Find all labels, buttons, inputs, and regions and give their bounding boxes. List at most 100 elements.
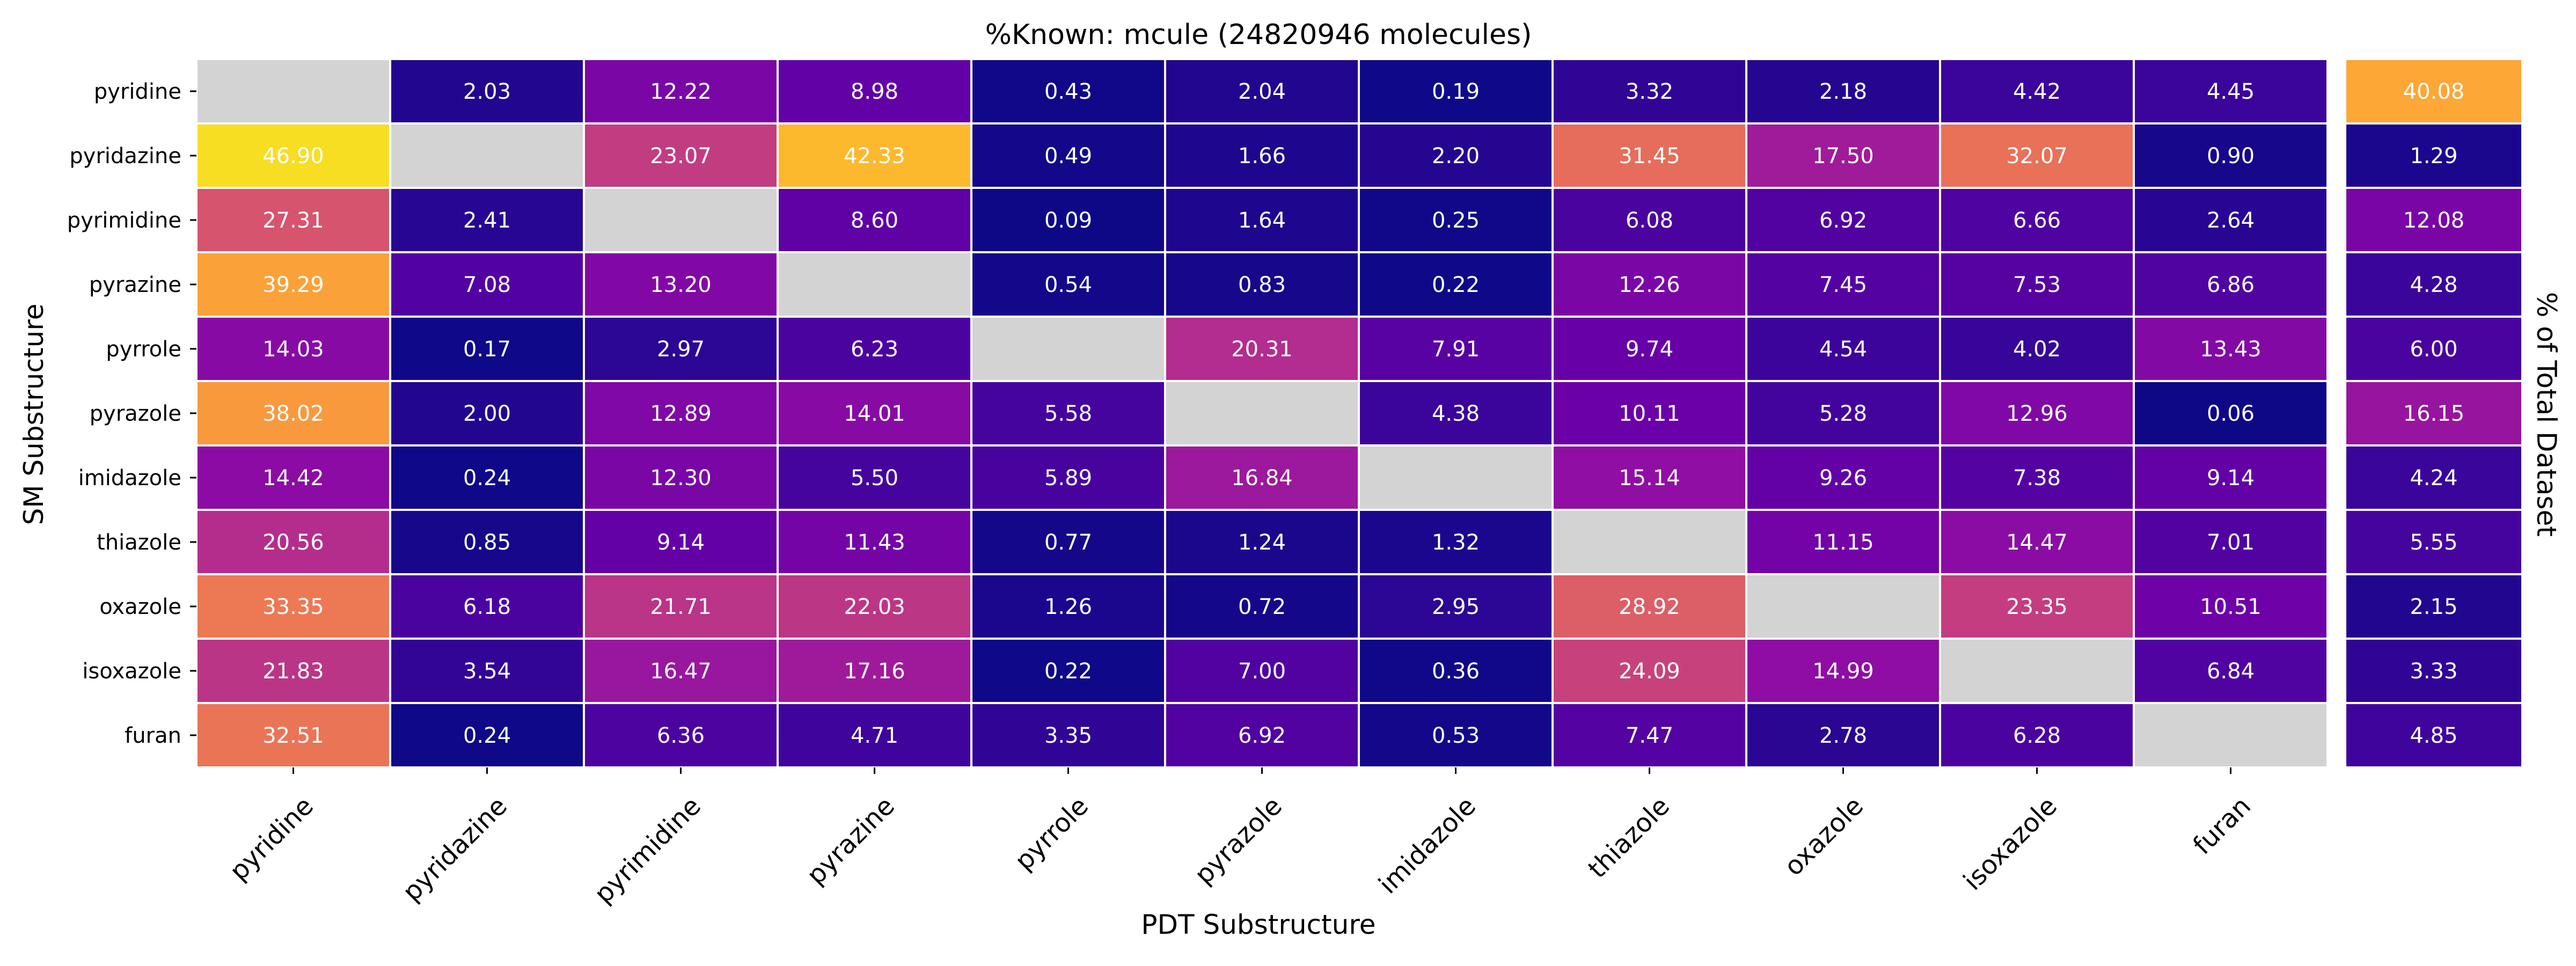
heatmap-cell	[777, 573, 972, 640]
heatmap-cell	[1358, 380, 1554, 447]
cell-value-label: 31.45	[1619, 144, 1680, 169]
cell-value-label: 32.07	[2006, 144, 2068, 169]
heatmap-cell-missing	[2133, 702, 2329, 769]
heatmap-cell	[195, 187, 391, 253]
cell-value-label: 12.96	[2006, 401, 2068, 426]
cell-value-label: 12.89	[650, 401, 712, 426]
cell-value-label: 7.91	[1432, 337, 1480, 362]
total-dataset-cell	[2344, 316, 2523, 382]
heatmap-cell	[1939, 444, 2135, 511]
heatmap-cell	[389, 316, 585, 382]
cell-value-label: 21.83	[262, 659, 324, 684]
heatmap-cell	[970, 509, 1166, 575]
heatmap-cell	[1358, 122, 1554, 189]
y-tick-label: pyrrole	[106, 337, 181, 362]
total-dataset-cell	[2344, 380, 2523, 447]
cell-value-label: 14.03	[262, 337, 324, 362]
x-tick-label: pyrazole	[1189, 791, 1288, 890]
x-tick-label: thiazole	[1582, 791, 1675, 884]
x-tick-label: furan	[2187, 791, 2257, 860]
cell-value-label: 0.36	[1432, 659, 1480, 684]
heatmap-cell	[1552, 573, 1747, 640]
cell-value-label: 2.95	[1432, 595, 1480, 619]
x-tick-label: oxazole	[1779, 791, 1869, 882]
cell-value-label: 9.14	[2207, 466, 2255, 491]
cell-value-label: 0.25	[1432, 208, 1480, 233]
heatmap-cell	[2133, 122, 2329, 189]
heatmap-cell	[583, 316, 779, 382]
heatmap-cell	[1552, 122, 1747, 189]
heatmap-cell	[970, 638, 1166, 704]
y-tick-label: imidazole	[78, 466, 181, 491]
heatmap-cell	[970, 573, 1166, 640]
cell-value-label: 6.86	[2207, 273, 2255, 297]
heatmap-cell-missing	[1745, 573, 1941, 640]
heatmap-cell	[2133, 444, 2329, 511]
cell-value-label: 8.98	[851, 79, 898, 104]
cell-value-label: 9.14	[657, 530, 705, 555]
heatmap-cell-missing	[777, 251, 972, 318]
cell-value-label: 12.22	[650, 79, 712, 104]
heatmap-cell	[777, 380, 972, 447]
heatmap-cell	[1358, 702, 1554, 769]
cell-value-label: 0.90	[2207, 144, 2255, 169]
total-value-label: 16.15	[2403, 401, 2465, 426]
cell-value-label: 0.22	[1432, 273, 1480, 297]
cell-value-label: 6.92	[1238, 723, 1286, 748]
heatmap-cell	[583, 702, 779, 769]
total-dataset-cell	[2344, 509, 2523, 575]
heatmap-cell	[1745, 509, 1941, 575]
heatmap-cell	[1358, 638, 1554, 704]
cell-value-label: 17.16	[844, 659, 905, 684]
cell-value-label: 42.33	[844, 144, 905, 169]
y-tick-label: oxazole	[99, 595, 181, 619]
heatmap-cell	[2133, 187, 2329, 253]
cell-value-label: 0.24	[463, 723, 511, 748]
cell-value-label: 17.50	[1812, 144, 1874, 169]
heatmap-cell	[970, 380, 1166, 447]
cell-value-label: 23.35	[2006, 595, 2068, 619]
heatmap-cell	[1745, 316, 1941, 382]
cell-value-label: 0.49	[1044, 144, 1092, 169]
cell-value-label: 20.56	[262, 530, 324, 555]
cell-value-label: 1.32	[1432, 530, 1480, 555]
heatmap-cell	[1939, 122, 2135, 189]
heatmap-cell	[1552, 251, 1747, 318]
cell-value-label: 8.60	[851, 208, 898, 233]
cell-value-label: 9.74	[1626, 337, 1673, 362]
heatmap-cell	[195, 380, 391, 447]
y-axis-title: SM Substructure	[18, 304, 49, 525]
cell-value-label: 2.03	[463, 79, 511, 104]
heatmap-cell	[2133, 316, 2329, 382]
cell-value-label: 10.51	[2200, 595, 2262, 619]
heatmap-cell	[1939, 702, 2135, 769]
x-tick-label: pyridazine	[397, 791, 513, 908]
cell-value-label: 15.14	[1619, 466, 1680, 491]
heatmap-cell	[1939, 380, 2135, 447]
cell-value-label: 12.30	[650, 466, 712, 491]
cell-value-label: 6.36	[657, 723, 705, 748]
cell-value-label: 0.43	[1044, 79, 1092, 104]
cell-value-label: 4.02	[2013, 337, 2061, 362]
cell-value-label: 0.54	[1044, 273, 1092, 297]
cell-value-label: 0.17	[463, 337, 511, 362]
heatmap-cell	[1164, 638, 1360, 704]
chart-title: %Known: mcule (24820946 molecules)	[985, 19, 1532, 51]
cell-value-label: 0.19	[1432, 79, 1480, 104]
total-value-label: 12.08	[2403, 208, 2465, 233]
y-tick-label: pyrazine	[89, 273, 181, 297]
cell-value-label: 4.42	[2013, 79, 2061, 104]
y-tick-label: thiazole	[97, 530, 181, 555]
heatmap-cell	[1552, 316, 1747, 382]
heatmap-cell	[1745, 187, 1941, 253]
heatmap-cell	[1358, 509, 1554, 575]
heatmap-cell-missing	[1939, 638, 2135, 704]
cell-value-label: 5.58	[1044, 401, 1092, 426]
heatmap-cell-missing	[1358, 444, 1554, 511]
total-dataset-cell	[2344, 573, 2523, 640]
cell-value-label: 6.84	[2207, 659, 2255, 684]
x-tick-label: pyrazine	[801, 791, 901, 891]
cell-value-label: 0.24	[463, 466, 511, 491]
cell-value-label: 2.64	[2207, 208, 2255, 233]
cell-value-label: 33.35	[262, 595, 324, 619]
